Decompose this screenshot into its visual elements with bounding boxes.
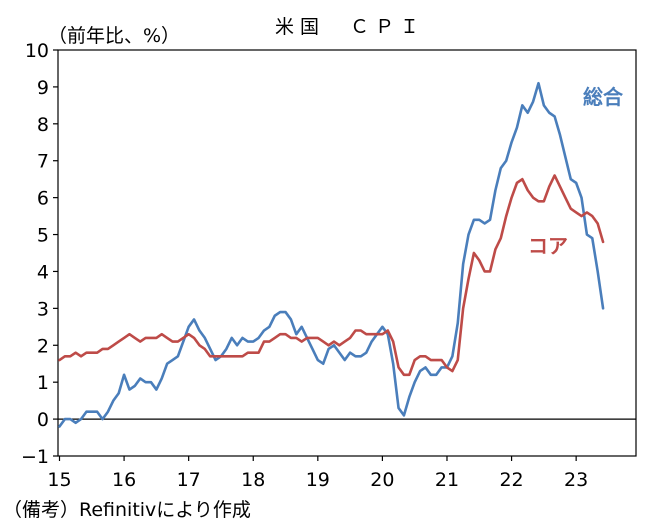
series-label-core: コア: [528, 234, 568, 258]
y-tick-label: −1: [21, 446, 49, 468]
source-note: （備考）Refinitivにより作成: [3, 499, 251, 521]
x-tick-label: 15: [47, 469, 71, 491]
x-tick-label: 18: [241, 469, 265, 491]
x-tick-label: 21: [435, 469, 459, 491]
y-tick-label: 2: [37, 335, 49, 357]
y-tick-label: 0: [37, 409, 49, 431]
x-tick-label: 20: [370, 469, 394, 491]
x-axis-ticks: 15 16 17 18 19 20 21 22 23: [47, 456, 588, 491]
y-tick-label: 1: [37, 372, 49, 394]
y-tick-label: 5: [37, 225, 49, 247]
y-tick-label: 6: [37, 188, 49, 210]
y-tick-label: 7: [37, 151, 49, 173]
series-line-core: [58, 174, 605, 377]
y-tick-label: 10: [25, 40, 49, 62]
x-tick-label: 22: [499, 469, 523, 491]
x-tick-label: 23: [564, 469, 588, 491]
x-tick-label: 19: [306, 469, 330, 491]
series-line-headline: [58, 81, 605, 428]
x-tick-label: 17: [177, 469, 201, 491]
plot-area-frame: [57, 49, 637, 457]
chart-title: 米国 ＣＰＩ: [275, 16, 425, 38]
y-tick-label: 8: [37, 114, 49, 136]
y-tick-label: 3: [37, 298, 49, 320]
y-tick-label: 9: [37, 77, 49, 99]
y-tick-label: 4: [37, 261, 49, 283]
y-axis-unit-label: （前年比、%）: [48, 25, 180, 47]
series-lines: [58, 81, 605, 428]
x-tick-label: 16: [112, 469, 136, 491]
series-label-headline: 総合: [583, 85, 624, 109]
